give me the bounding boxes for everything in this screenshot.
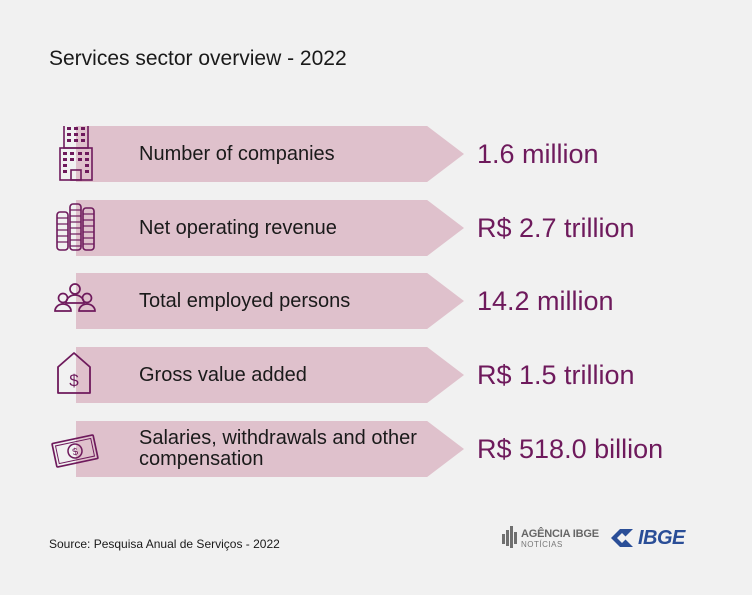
stat-value: 1.6 million [477,138,599,169]
arrow-banner [76,200,464,256]
ibge-mark-icon [611,529,633,547]
svg-text:$: $ [71,446,79,458]
agencia-ibge-logo: AGÊNCIA IBGE NOTÍCIAS [502,526,602,552]
arrow-banner [76,347,464,403]
stat-value: R$ 518.0 billion [477,433,664,464]
stat-value: R$ 2.7 trillion [477,212,635,243]
banknote-icon: $ [50,421,100,477]
stat-row-revenue: Net operating revenue R$ 2.7 trillion [0,200,752,256]
stat-row-salaries: $ Salaries, withdrawals and other compen… [0,421,752,477]
people-group-icon [50,273,100,329]
arrow-banner [76,421,464,477]
page-title: Services sector overview - 2022 [49,47,347,70]
agencia-mark-icon [502,526,517,548]
ibge-wordmark: IBGE [638,527,685,549]
stat-row-gva: $ Gross value added R$ 1.5 trillion [0,347,752,403]
price-tag-icon: $ [50,347,100,403]
stat-label: Total employed persons [139,289,351,312]
coin-stacks-icon [50,200,100,256]
agencia-title: AGÊNCIA IBGE [521,528,599,540]
stat-label: Gross value added [139,363,307,386]
stat-value: 14.2 million [477,285,614,316]
stat-label: Salaries, withdrawals and other compensa… [139,427,417,470]
stat-label: Number of companies [139,142,335,165]
arrow-banner [76,126,464,182]
ibge-logo: IBGE [608,526,703,552]
stat-label: Net operating revenue [139,216,337,239]
stat-row-companies: Number of companies 1.6 million [0,126,752,182]
stat-value: R$ 1.5 trillion [477,359,635,390]
svg-text:$: $ [69,371,79,390]
agencia-subtitle: NOTÍCIAS [521,540,563,549]
office-building-icon [50,126,100,182]
stat-row-employed: Total employed persons 14.2 million [0,273,752,329]
arrow-banner [76,273,464,329]
source-note: Source: Pesquisa Anual de Serviços - 202… [49,537,280,551]
